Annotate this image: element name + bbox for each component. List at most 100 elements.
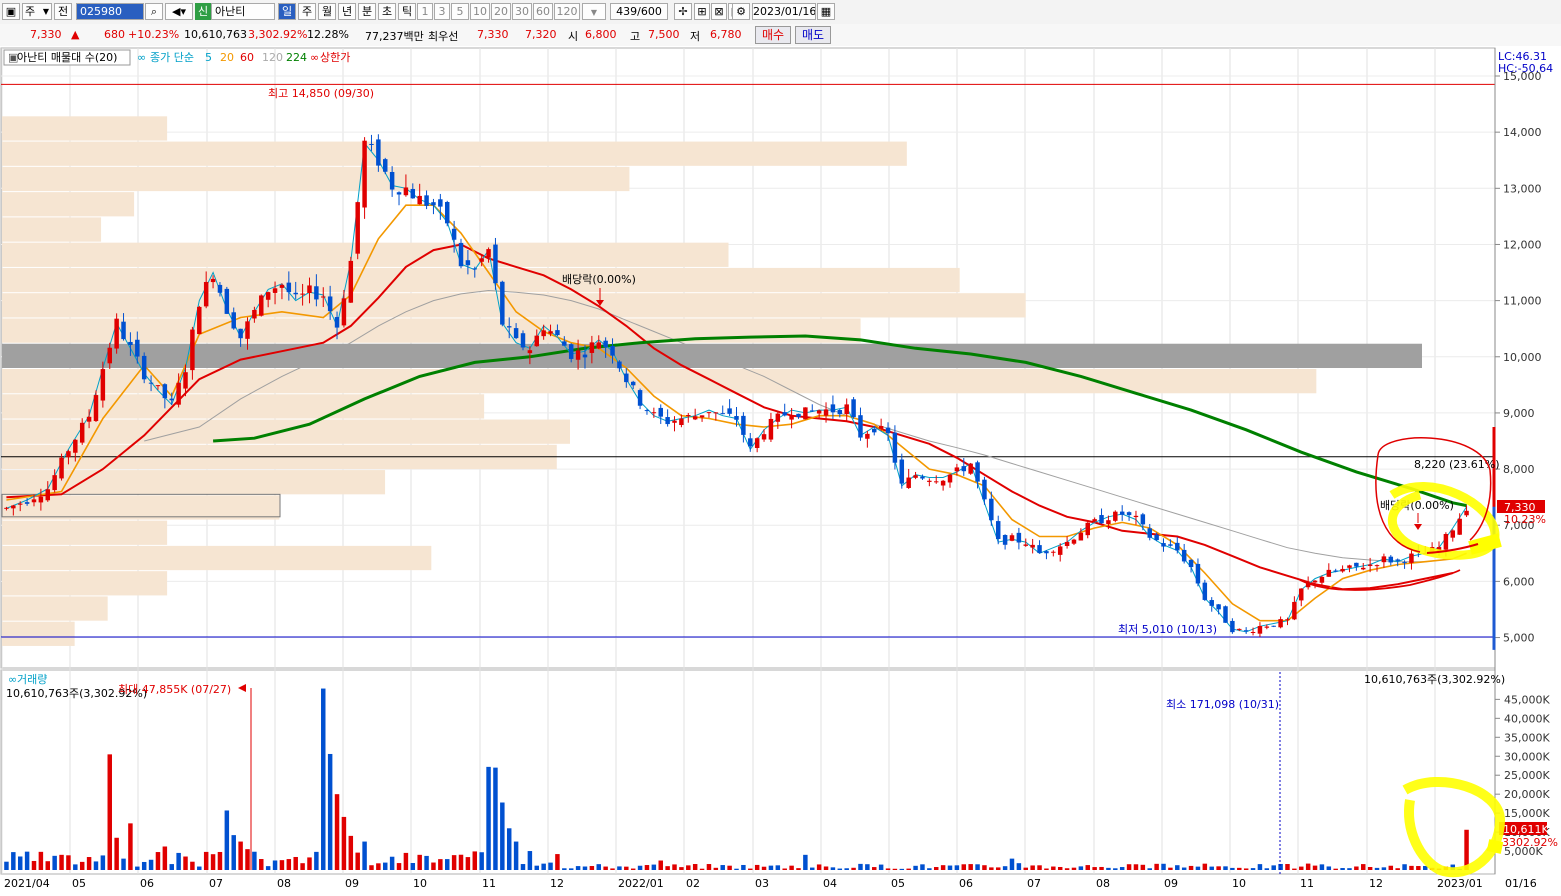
volume-profile-bar xyxy=(2,141,907,166)
prev-button[interactable]: 전 xyxy=(54,3,72,20)
window-icon[interactable]: ▣ xyxy=(2,3,20,20)
candle-body xyxy=(555,330,560,336)
tab-year[interactable]: 년 xyxy=(338,3,356,20)
volume-bar xyxy=(1299,866,1304,870)
volume-bar xyxy=(513,841,519,870)
volume-bar xyxy=(1147,868,1152,870)
volume-bar xyxy=(458,854,464,870)
volume-bar xyxy=(796,868,801,870)
volume-bar xyxy=(927,868,932,870)
volume-bar xyxy=(31,860,37,870)
code-input[interactable]: 025980 xyxy=(76,3,144,20)
candle-body xyxy=(355,202,360,254)
volume-bar xyxy=(527,851,533,870)
compare-icon[interactable]: ⊠ xyxy=(711,3,727,20)
candle-body xyxy=(1457,518,1462,535)
legend-box[interactable] xyxy=(3,49,131,66)
legend-collapse-icon[interactable]: ▣ xyxy=(8,51,18,64)
tab-minute[interactable]: 분 xyxy=(358,3,376,20)
candle-body xyxy=(410,188,416,199)
volume-bar xyxy=(431,862,436,870)
interval-10[interactable]: 10 xyxy=(470,3,490,20)
candle-body xyxy=(851,399,856,418)
volume-bar xyxy=(238,841,243,870)
candle-body xyxy=(4,507,9,509)
candle-body xyxy=(389,171,395,190)
search-icon[interactable]: ⌕ xyxy=(145,3,163,20)
volume-bar xyxy=(803,854,808,870)
zoom-icon[interactable]: ⊞ xyxy=(694,3,710,20)
volume-bar xyxy=(872,867,877,870)
volume-bar xyxy=(52,855,57,870)
stock-name-field[interactable]: 아난티 xyxy=(211,3,275,20)
candle-body xyxy=(1133,515,1139,518)
interval-20[interactable]: 20 xyxy=(491,3,511,20)
candle-body xyxy=(1057,546,1063,555)
legend-ma60: 60 xyxy=(240,51,254,64)
volume-bar xyxy=(1243,868,1249,870)
tab-month[interactable]: 월 xyxy=(318,3,336,20)
legend-ma5: 5 xyxy=(205,51,212,64)
tab-day[interactable]: 일 xyxy=(278,3,296,20)
volume-bar xyxy=(1030,865,1035,870)
sell-button[interactable]: 매도 xyxy=(795,26,831,44)
x-tick-label: 08 xyxy=(1096,877,1110,890)
volume-bar xyxy=(486,766,491,870)
interval-5[interactable]: 5 xyxy=(451,3,469,20)
candle-body xyxy=(197,306,202,335)
volume-bar xyxy=(851,867,856,870)
interval-dropdown[interactable]: ▼ xyxy=(582,3,606,20)
volume-bar xyxy=(314,851,319,870)
gear-icon[interactable]: ⚙ xyxy=(732,3,750,20)
candle-body xyxy=(1195,563,1201,584)
volume-bar xyxy=(1319,864,1325,870)
volume-bar xyxy=(86,857,92,870)
tab-week[interactable]: 주 xyxy=(298,3,316,20)
candle-body xyxy=(1085,522,1090,536)
circle-mark xyxy=(1377,437,1492,541)
candle-body xyxy=(334,317,340,328)
volume-bar xyxy=(293,856,298,870)
volume-bar xyxy=(472,851,478,870)
tab-second[interactable]: 초 xyxy=(378,3,396,20)
date-field[interactable]: 2023/01/16 xyxy=(752,3,816,20)
candle-body xyxy=(231,312,236,329)
candle-body xyxy=(603,340,608,348)
volume-bar xyxy=(727,865,732,870)
candle-body xyxy=(575,350,581,360)
volume-bar xyxy=(637,865,643,870)
buy-button[interactable]: 매수 xyxy=(755,26,791,44)
volume-bar xyxy=(410,862,416,870)
interval-120[interactable]: 120 xyxy=(554,3,580,20)
volume-bar xyxy=(114,837,119,870)
volume-bar xyxy=(1126,864,1132,870)
volume-bar xyxy=(1181,867,1187,870)
period-select[interactable]: 주 ▼ xyxy=(22,3,52,20)
volume-bar xyxy=(520,864,526,870)
bar-count-field[interactable]: 439/600 xyxy=(610,3,668,20)
volume-bar xyxy=(1085,865,1090,870)
price-chart[interactable]: 2021/04 05 06 07 08 09 10 11 12 2022/01 02 03 04 05 06… xyxy=(0,46,1561,896)
tab-tick[interactable]: 틱 xyxy=(398,3,416,20)
interval-30[interactable]: 30 xyxy=(512,3,532,20)
volume-bar xyxy=(396,863,402,870)
crosshair-icon[interactable]: ✢ xyxy=(674,3,692,20)
candle-body xyxy=(892,432,898,463)
speaker-icon[interactable]: ◀▾ xyxy=(165,3,193,20)
volume-bar xyxy=(913,865,918,870)
calendar-icon[interactable]: ▦ xyxy=(817,3,835,20)
interval-3[interactable]: 3 xyxy=(434,3,450,20)
candle-body xyxy=(1237,628,1242,630)
volume-bar xyxy=(1202,863,1208,870)
high-label: 고 xyxy=(630,30,641,43)
candle-body xyxy=(1126,512,1132,516)
volume-bar xyxy=(1278,863,1283,870)
price-tag-text: 7,330 xyxy=(1504,501,1536,514)
candle-body xyxy=(927,480,932,482)
volume-bar xyxy=(1402,864,1407,870)
interval-60[interactable]: 60 xyxy=(533,3,553,20)
interval-1[interactable]: 1 xyxy=(417,3,433,20)
low-value: 6,780 xyxy=(710,28,742,41)
ma224-line xyxy=(212,334,1467,508)
volume-bar xyxy=(1450,864,1456,870)
